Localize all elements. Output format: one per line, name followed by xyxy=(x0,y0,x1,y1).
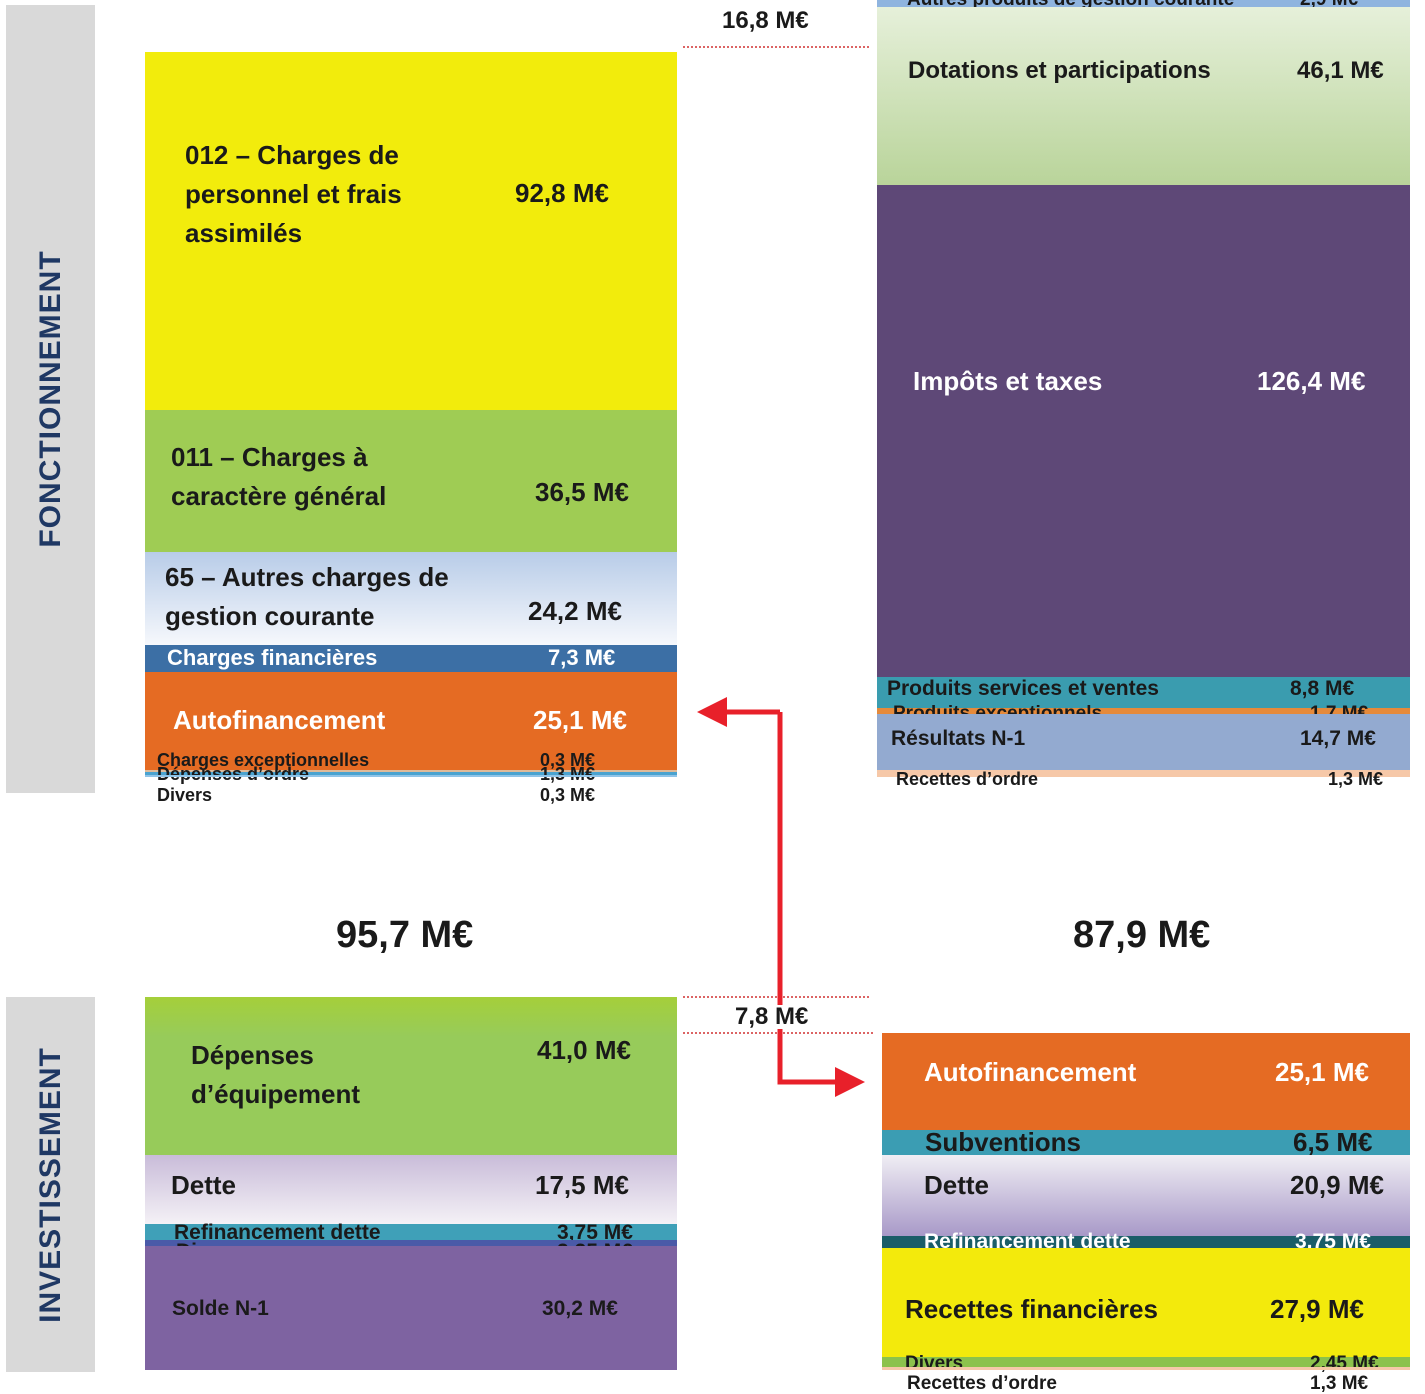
block-label: Recettes d’ordre xyxy=(896,769,1039,789)
block-label: Subventions xyxy=(925,1127,1082,1157)
block-amount: 8,8 M€ xyxy=(1290,677,1355,700)
block-label: Divers xyxy=(905,1353,964,1374)
arrow xyxy=(777,712,865,1097)
block-label: Charges financières xyxy=(167,645,378,670)
block xyxy=(882,1367,1410,1370)
block-amount: 1,3 M€ xyxy=(1310,1373,1369,1394)
block xyxy=(145,775,677,777)
block-amount: 2,9 M€ xyxy=(1300,0,1358,9)
block-amount: 20,9 M€ xyxy=(1290,1170,1384,1200)
block-label: 011 – Charges à caractère général xyxy=(171,442,387,511)
block xyxy=(877,708,1410,714)
difference: 16,8 M€ xyxy=(722,7,809,34)
block xyxy=(877,770,1410,777)
block-amount: 17,5 M€ xyxy=(535,1170,629,1200)
block xyxy=(882,1357,1410,1367)
block-label: Recettes financières xyxy=(905,1294,1158,1324)
block-amount: 7,3 M€ xyxy=(548,645,616,670)
block-amount: 41,0 M€ xyxy=(537,1035,631,1065)
block-label: Produits services et ventes xyxy=(887,677,1159,700)
block-amount: 14,7 M€ xyxy=(1300,727,1376,750)
block-amount: 46,1 M€ xyxy=(1297,57,1384,84)
block xyxy=(877,0,1410,7)
block-label: Autofinancement xyxy=(173,705,386,735)
block xyxy=(145,1155,677,1224)
block-amount: 3,75 M€ xyxy=(1295,1230,1371,1253)
block xyxy=(882,1130,1410,1155)
block xyxy=(145,770,677,772)
block-label: Charges exceptionnelles xyxy=(157,750,370,770)
block-label: Dotations et participations xyxy=(908,57,1211,84)
block-amount: 0,3 M€ xyxy=(540,785,596,805)
section-band: FONCTIONNEMENT xyxy=(6,5,95,793)
block-label: Solde N-1 xyxy=(172,1297,269,1320)
block-label: Dépenses d’équipement xyxy=(191,1040,361,1109)
block-label: Dette xyxy=(171,1170,237,1200)
block xyxy=(145,410,677,552)
block-amount: 126,4 M€ xyxy=(1257,366,1366,396)
block-amount: 1,3 M€ xyxy=(540,764,596,784)
block-amount: 25,1 M€ xyxy=(533,705,627,735)
block-label: Dépenses d’ordre xyxy=(157,764,310,784)
block-amount: 36,5 M€ xyxy=(535,477,629,507)
block-amount: 27,9 M€ xyxy=(1270,1294,1364,1324)
block xyxy=(877,677,1410,708)
total: 95,7 M€ xyxy=(336,914,474,956)
block xyxy=(882,1033,1410,1130)
block xyxy=(877,7,1410,185)
block xyxy=(145,645,677,672)
block xyxy=(877,185,1410,677)
difference: 7,8 M€ xyxy=(735,1003,809,1030)
block-label: Autres produits de gestion courante xyxy=(907,0,1234,9)
block-amount: 0,3 M€ xyxy=(540,750,596,770)
block xyxy=(145,52,677,410)
block-amount: 24,2 M€ xyxy=(528,596,622,626)
total: 87,9 M€ xyxy=(1073,914,1211,956)
block-amount: 25,1 M€ xyxy=(1275,1057,1369,1087)
block-label: Divers xyxy=(157,785,213,805)
block xyxy=(145,672,677,770)
block-amount: 92,8 M€ xyxy=(515,178,609,208)
block-label: Impôts et taxes xyxy=(913,366,1103,396)
block xyxy=(877,714,1410,770)
block xyxy=(145,552,677,645)
block xyxy=(882,1236,1410,1248)
block-amount: 1,3 M€ xyxy=(1328,769,1384,789)
block xyxy=(882,1248,1410,1357)
block-label: 012 – Charges de personnel et frais assi… xyxy=(185,140,402,248)
block-label: Refinancement dette xyxy=(924,1230,1131,1253)
block-label: Résultats N-1 xyxy=(891,727,1026,750)
block-amount: 3,75 M€ xyxy=(557,1221,633,1244)
block xyxy=(145,1240,677,1246)
block-amount: 2,45 M€ xyxy=(1310,1353,1379,1374)
block-label: Autofinancement xyxy=(924,1057,1137,1087)
section-band: INVESTISSEMENT xyxy=(6,997,95,1372)
block-label: 65 – Autres charges de gestion courante xyxy=(165,562,449,631)
block xyxy=(145,1224,677,1240)
block xyxy=(145,1246,677,1370)
block-amount: 30,2 M€ xyxy=(542,1297,618,1320)
block-label: Refinancement dette xyxy=(174,1221,381,1244)
block-label: Dette xyxy=(924,1170,990,1200)
block-amount: 6,5 M€ xyxy=(1293,1127,1373,1157)
block xyxy=(145,772,677,775)
block-label: Recettes d’ordre xyxy=(907,1373,1057,1394)
block xyxy=(145,997,677,1155)
block xyxy=(882,1155,1410,1236)
